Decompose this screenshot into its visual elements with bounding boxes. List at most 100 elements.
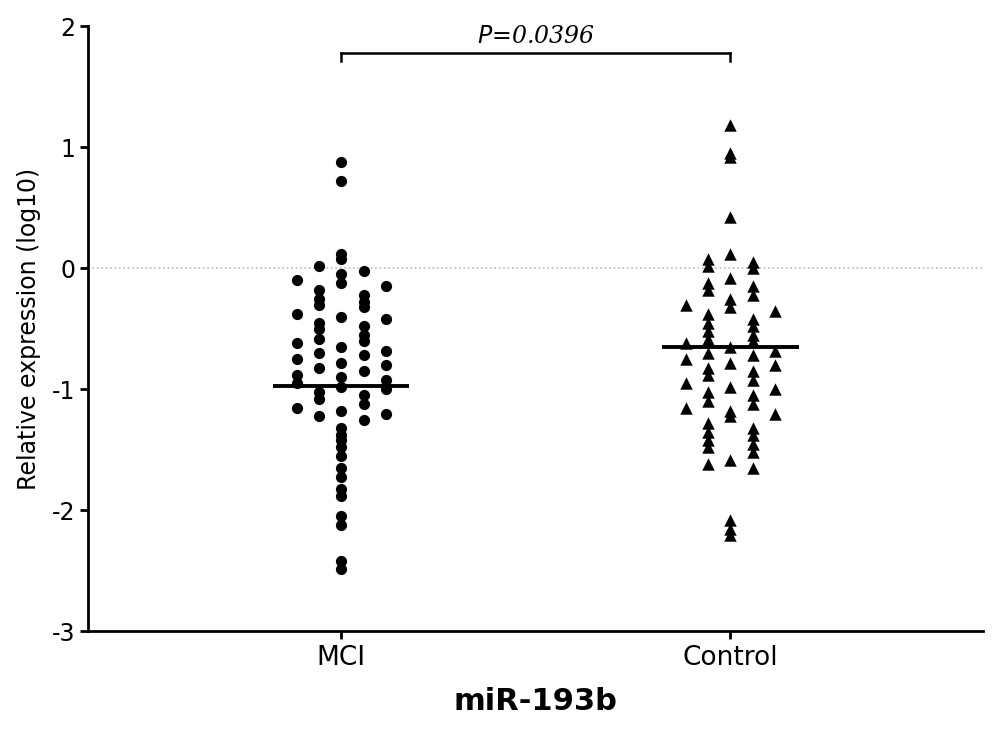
Point: [767, 345, 783, 356]
Point: [700, 396, 716, 408]
Point: [745, 389, 761, 401]
Point: [333, 381, 349, 393]
Point: [722, 248, 738, 259]
Point: [722, 357, 738, 369]
Point: [311, 284, 327, 296]
Point: [378, 345, 394, 356]
Point: [767, 408, 783, 419]
Point: [333, 463, 349, 474]
Point: [356, 350, 372, 361]
Point: [333, 430, 349, 441]
Point: [700, 284, 716, 296]
Point: [722, 119, 738, 131]
Point: [333, 277, 349, 289]
Point: [333, 450, 349, 462]
Point: [356, 365, 372, 377]
Point: [722, 523, 738, 534]
Point: [356, 320, 372, 332]
Point: [333, 422, 349, 434]
Point: [311, 361, 327, 373]
Point: [678, 402, 694, 413]
Point: [333, 490, 349, 502]
Point: [333, 471, 349, 482]
Point: [700, 325, 716, 337]
Point: [745, 446, 761, 458]
Point: [333, 563, 349, 575]
Point: [700, 369, 716, 380]
Point: [745, 422, 761, 434]
Point: [678, 377, 694, 389]
Point: [311, 260, 327, 272]
Point: [745, 430, 761, 441]
Point: [745, 262, 761, 274]
Point: [289, 377, 305, 389]
Point: [745, 313, 761, 325]
Point: [700, 386, 716, 397]
Point: [289, 275, 305, 287]
Point: [722, 151, 738, 163]
Point: [700, 277, 716, 289]
Point: [678, 299, 694, 311]
Point: [333, 405, 349, 417]
Point: [745, 365, 761, 377]
Point: [722, 528, 738, 540]
Point: [722, 301, 738, 313]
Point: [289, 402, 305, 413]
Point: [311, 386, 327, 397]
Point: [722, 381, 738, 393]
Point: [311, 333, 327, 345]
Point: [700, 260, 716, 272]
Point: [311, 292, 327, 304]
Point: [745, 257, 761, 268]
Point: [700, 417, 716, 429]
Point: [356, 265, 372, 276]
Point: [333, 253, 349, 265]
Point: [722, 410, 738, 422]
Point: [700, 426, 716, 438]
Point: [722, 272, 738, 284]
Point: [745, 398, 761, 410]
Point: [745, 329, 761, 341]
Point: [722, 147, 738, 159]
Point: [745, 374, 761, 386]
Point: [722, 405, 738, 417]
Point: [722, 292, 738, 304]
Point: [745, 335, 761, 347]
Point: [700, 347, 716, 359]
X-axis label: miR-193b: miR-193b: [454, 688, 618, 716]
Point: [333, 483, 349, 495]
Point: [356, 296, 372, 308]
Point: [767, 305, 783, 317]
Point: [700, 435, 716, 446]
Point: [767, 383, 783, 395]
Point: [311, 323, 327, 335]
Point: [356, 413, 372, 425]
Point: [700, 361, 716, 373]
Point: [311, 410, 327, 422]
Point: [378, 408, 394, 419]
Point: [289, 369, 305, 380]
Point: [700, 317, 716, 328]
Point: [311, 317, 327, 328]
Point: [333, 556, 349, 567]
Text: $\mathit{P}$=0.0396: $\mathit{P}$=0.0396: [477, 25, 595, 48]
Point: [333, 435, 349, 446]
Point: [700, 333, 716, 345]
Point: [289, 353, 305, 365]
Point: [722, 454, 738, 465]
Point: [700, 459, 716, 471]
Point: [745, 438, 761, 449]
Point: [678, 337, 694, 349]
Point: [333, 372, 349, 383]
Point: [311, 393, 327, 405]
Point: [356, 389, 372, 401]
Point: [378, 374, 394, 386]
Point: [333, 268, 349, 280]
Point: [722, 341, 738, 353]
Point: [378, 281, 394, 292]
Point: [289, 337, 305, 349]
Point: [678, 353, 694, 365]
Point: [378, 383, 394, 395]
Point: [745, 320, 761, 332]
Point: [767, 359, 783, 371]
